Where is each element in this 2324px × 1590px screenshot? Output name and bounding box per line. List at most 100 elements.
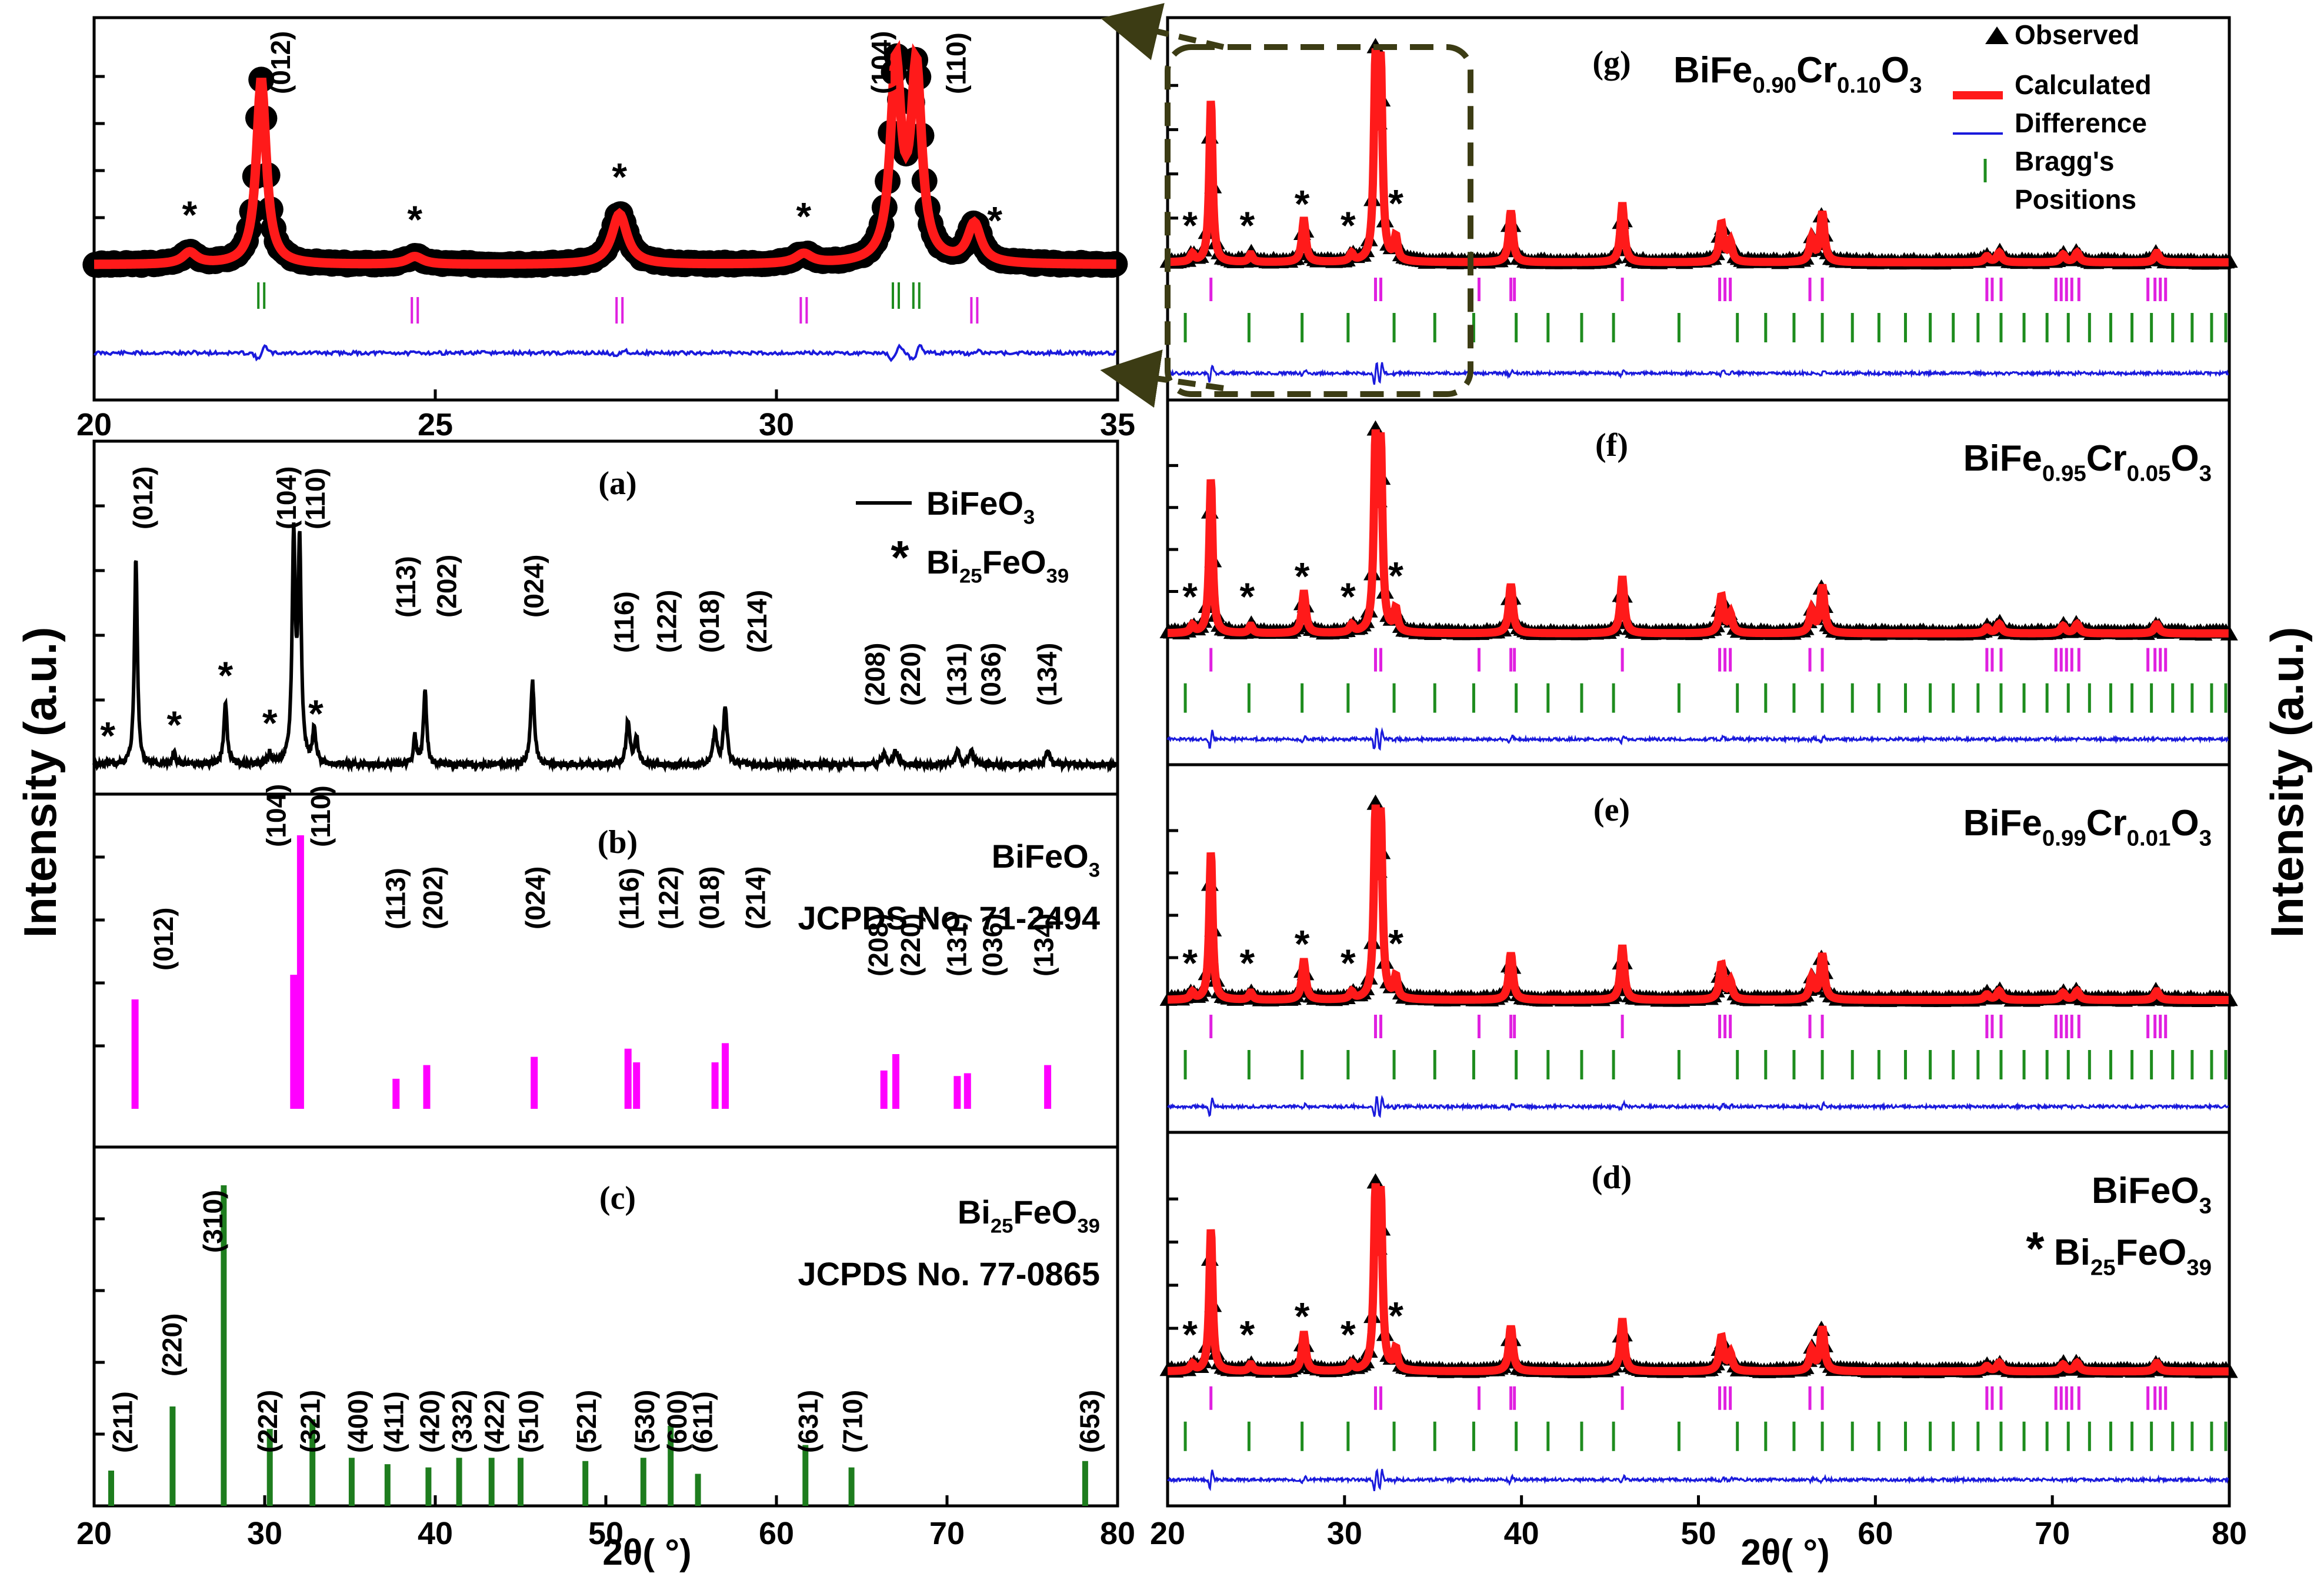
panel-a-hkl-label: (116) [609, 591, 639, 653]
rietveld-formula: BiFeO3 [2092, 1171, 2212, 1218]
rietveld-impurity-star: * [1182, 1312, 1198, 1356]
x-tick-label: 25 [418, 407, 453, 442]
panel-a-hkl-label: (122) [652, 590, 682, 653]
panel-a-hkl-label: (214) [742, 590, 772, 653]
panel-b-hkl-label: (208) [863, 914, 893, 976]
rietveld-panels: * * * * * (g) BiFe0.90Cr0.10O3 Observed Calculat… [1150, 16, 2247, 1551]
panel-b-hkl-label: (134) [1028, 914, 1059, 976]
panel-c-title: (c) [599, 1180, 636, 1216]
panel-a-title: (a) [598, 465, 636, 502]
inset-hkl-label: (104) [866, 31, 896, 94]
x-tick-label: 50 [1681, 1516, 1716, 1551]
rietveld-impurity-star: * [1341, 1312, 1356, 1356]
panel-c-hkl-label: (310) [198, 1190, 228, 1253]
panel-c-hkl-label: (653) [1075, 1390, 1105, 1453]
rietveld-impurity-star: * [1341, 575, 1356, 618]
rietveld-impurity-star: * [1295, 1294, 1310, 1338]
panel-a-hkl-label: (024) [518, 555, 549, 618]
rietveld-panel-title: (g) [1592, 45, 1631, 81]
panel-c-hkl-label: (530) [629, 1390, 660, 1453]
rietveld-impurity-star: * [1295, 182, 1310, 225]
rietveld-impurity-star: * [1388, 182, 1403, 225]
panel-c-hkl-label: (611) [687, 1391, 718, 1453]
panel-c-hkl-label: (332) [447, 1390, 478, 1453]
zoom-region-box [1165, 44, 1473, 397]
rietveld-panel-d: * * * * *(d) BiFeO3* Bi25FeO39 [1159, 1131, 2238, 1508]
panel-a-hkl-label: (220) [895, 643, 926, 706]
panel-a-hkl-label: (104) [271, 466, 302, 529]
panel-b-hkl-label: (012) [148, 908, 179, 971]
x-tick-label: 20 [1150, 1516, 1185, 1551]
panel-a-impurity-star: * [166, 703, 182, 746]
rietveld-impurity-star: * [1341, 941, 1356, 985]
legend-label: Observed [2015, 19, 2139, 50]
legend-label: Difference [2015, 108, 2147, 138]
rietveld-formula: BiFe0.95Cr0.05O3 [1963, 438, 2212, 486]
legend-observed-marker [1985, 26, 2009, 44]
left-x-axis-label: 2θ( °) [602, 1532, 691, 1573]
panel-a-impurity-star: * [262, 701, 278, 745]
panel-a-legend-bifeo: BiFeO3 [926, 485, 1035, 529]
rietveld-frame [1166, 398, 2231, 766]
panel-a-hkl-label: (208) [859, 643, 890, 706]
rietveld-panel-title: (d) [1592, 1159, 1632, 1196]
rietveld-impurity-star: * [1295, 922, 1310, 965]
panel-c-hkl-label: (631) [793, 1390, 823, 1453]
rietveld-frame [1166, 1131, 2231, 1508]
rietveld-panel-title: (e) [1593, 792, 1630, 828]
inset-calculated-line [94, 39, 1116, 269]
panel-a-pattern-line [92, 522, 1119, 774]
panel-c-hkl-label: (510) [514, 1390, 544, 1453]
inset-impurity-star: * [612, 155, 627, 199]
panel-c-hkl-label: (422) [479, 1390, 510, 1453]
x-tick-label: 30 [1327, 1516, 1362, 1551]
panel-b-hkl-label: (036) [977, 914, 1008, 976]
panel-b-hkl-label: (104) [261, 784, 291, 847]
panel-b-hkl-label: (024) [520, 866, 551, 929]
panel-b-hkl-label: (214) [740, 866, 771, 929]
panel-c-hkl-label: (211) [107, 1391, 138, 1453]
x-tick-label: 80 [1100, 1516, 1135, 1551]
rietveld-calculated-line [1167, 1183, 2229, 1376]
panel-c-hkl-label: (600) [662, 1390, 692, 1453]
x-tick-label: 30 [759, 407, 794, 442]
panel-c-hkl-label: (222) [252, 1390, 283, 1453]
inset-panel: (012) (104) (110) * * * * * 20 25 30 35 [76, 16, 1135, 442]
rietveld-impurity-star: * [1388, 554, 1403, 598]
inset-hkl-label: (110) [941, 32, 972, 94]
zoom-arrow-top [1101, 3, 1225, 61]
panel-a-hkl-label: (110) [300, 468, 331, 529]
x-tick-label: 80 [2212, 1516, 2247, 1551]
panel-c-hkl-label: (420) [414, 1390, 445, 1453]
legend-label: Bragg's [2015, 146, 2114, 176]
right-y-axis-label: Intensity (a.u.) [2261, 627, 2313, 938]
x-tick-label: 70 [2035, 1516, 2070, 1551]
rietveld-impurity-star: * [1182, 575, 1198, 618]
panel-a-hkl-label: (036) [976, 643, 1006, 706]
inset-impurity-star: * [407, 198, 422, 241]
rietveld-impurity-star: * [1295, 554, 1310, 598]
panel-b-title: (b) [598, 824, 638, 861]
rietveld-frame [1166, 763, 2231, 1134]
rietveld-impurity-star: * [1240, 941, 1255, 985]
inset-frame [92, 16, 1119, 402]
rietveld-panel-e: * * * * * (e) BiFe0.99Cr0.01O3 [1159, 763, 2238, 1134]
x-tick-label: 20 [76, 407, 112, 442]
rietveld-difference-line [1166, 362, 2229, 385]
x-tick-label: 30 [247, 1516, 282, 1551]
panel-a-impurity-star: * [218, 654, 233, 697]
panel-a-hkl-label: (018) [694, 590, 725, 653]
rietveld-difference-line [1166, 727, 2229, 751]
rietveld-difference-line [1166, 1468, 2229, 1492]
panel-b-jcpds: JCPDS No. 71-2494 [798, 899, 1100, 936]
panel-b-hkl-label: (110) [305, 785, 336, 847]
panel-c-hkl-label: (321) [295, 1390, 325, 1453]
rietveld-calculated-line [1167, 804, 2229, 1004]
panel-b-hkl-label: (116) [614, 868, 645, 929]
rietveld-impurity-star: * [1341, 204, 1356, 247]
inset-impurity-star: * [182, 193, 198, 236]
panel-c-jcpds: JCPDS No. 77-0865 [798, 1255, 1100, 1292]
rietveld-formula-impurity: Bi25FeO39 [2054, 1232, 2212, 1280]
right-x-axis-label: 2θ( °) [1741, 1532, 1829, 1573]
